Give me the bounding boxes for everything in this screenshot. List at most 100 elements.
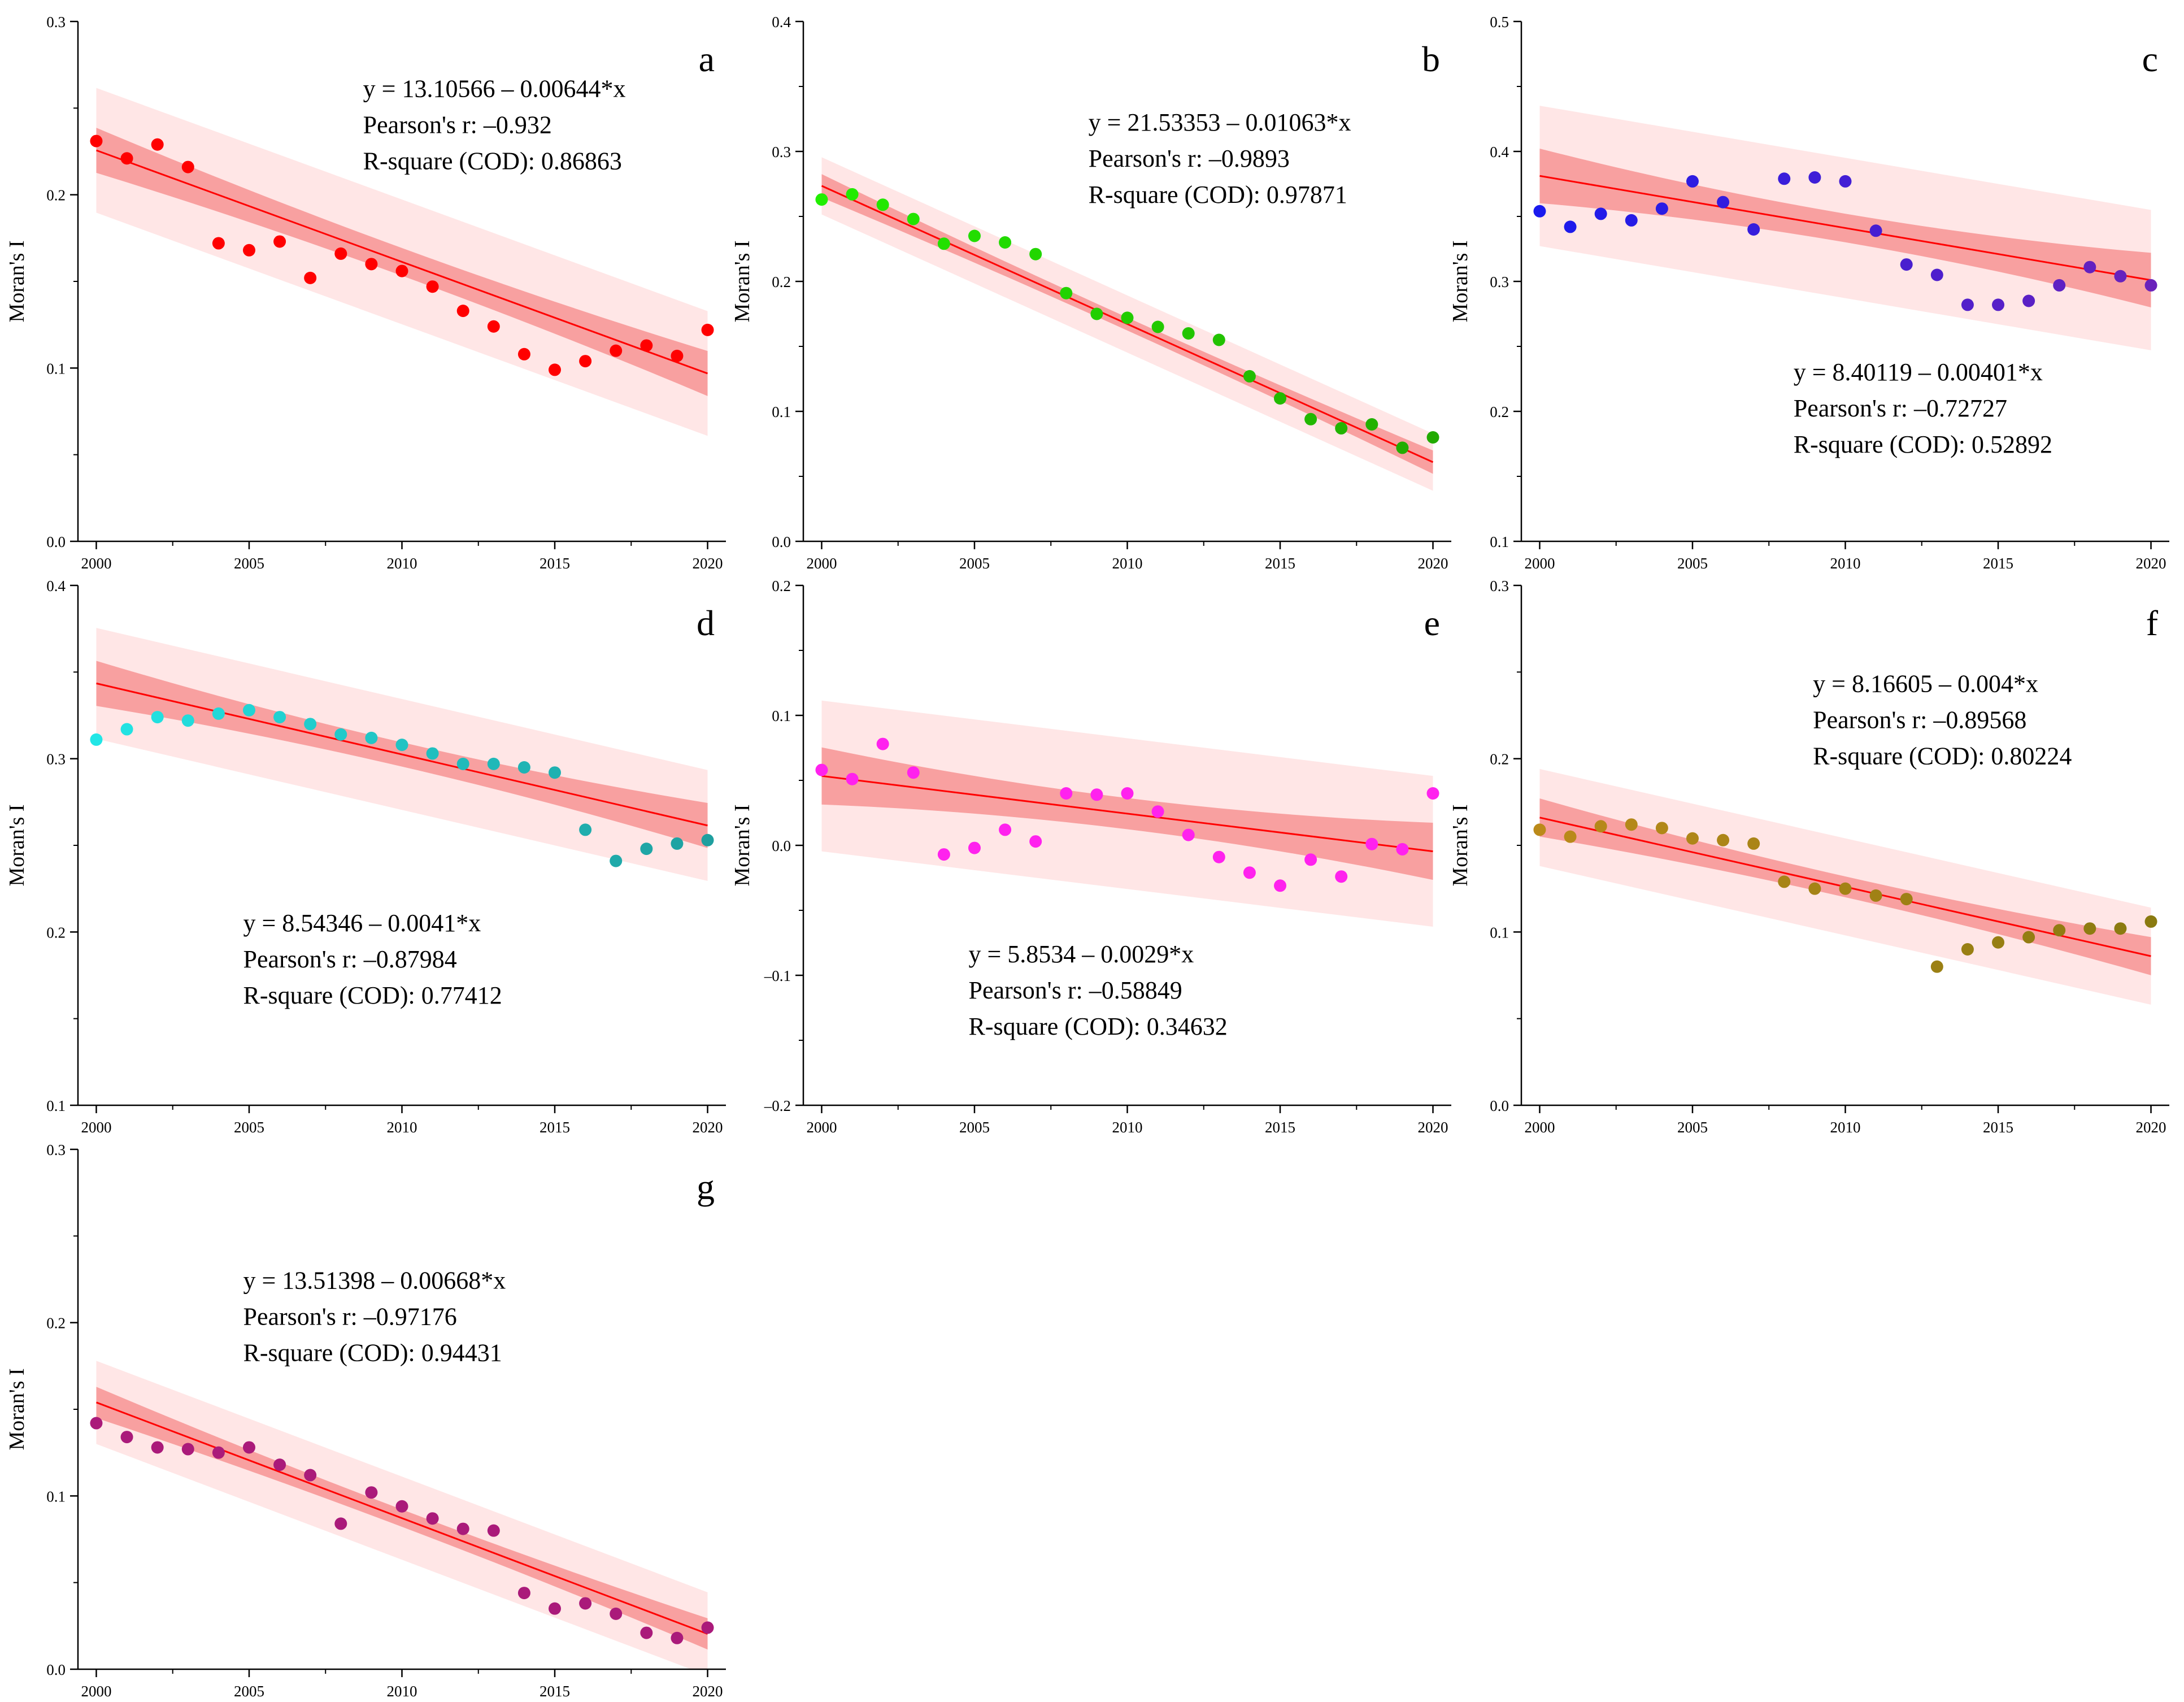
data-point: [1778, 172, 1791, 185]
data-point: [2053, 924, 2066, 937]
data-point: [1121, 311, 1134, 324]
annotation-line: R-square (COD): 0.97871: [1089, 181, 1347, 209]
y-tick-label: 0.1: [1490, 533, 1509, 550]
data-point: [181, 1443, 194, 1456]
data-point: [2144, 915, 2157, 928]
data-point: [1151, 805, 1164, 818]
data-point: [395, 264, 408, 277]
y-tick-label: 0.1: [1490, 924, 1509, 941]
data-point: [1930, 960, 1943, 973]
data-point: [2114, 922, 2127, 935]
data-point: [1090, 307, 1103, 320]
data-point: [456, 305, 469, 318]
panel-c: 0.1 0.2 0.3 0.4 0.5 2000 2005 2010 2015 2020 Moran…: [1448, 14, 2169, 572]
data-point: [1747, 837, 1760, 850]
data-point: [1625, 818, 1638, 831]
annotation-line: R-square (COD): 0.52892: [1794, 431, 2052, 458]
y-tick-label: 0.1: [46, 1488, 66, 1505]
plot-area-a: [90, 88, 714, 436]
panel-letter: f: [2146, 603, 2159, 643]
data-point: [1594, 820, 1607, 833]
data-point: [701, 1621, 714, 1634]
data-point: [212, 707, 225, 720]
data-point: [1717, 196, 1730, 209]
data-point: [1900, 258, 1913, 271]
data-point: [1930, 268, 1943, 281]
data-point: [1594, 207, 1607, 220]
y-tick-label: 0.3: [46, 14, 66, 31]
data-point: [1992, 936, 2005, 949]
data-point: [1243, 370, 1256, 383]
fit-line: [821, 775, 1433, 853]
data-point: [1655, 202, 1668, 215]
data-point: [1243, 866, 1256, 879]
annotation-line: R-square (COD): 0.34632: [968, 1013, 1227, 1040]
y-tick-label: 0.2: [772, 578, 791, 594]
plot-area-f: [1533, 768, 2157, 1005]
y-tick-label: 0.4: [1490, 144, 1509, 160]
plot-area-b: [815, 157, 1439, 491]
data-point: [242, 1441, 255, 1454]
annotation-line: R-square (COD): 0.77412: [243, 982, 502, 1009]
x-tick-label: 2015: [1265, 555, 1295, 572]
data-point: [846, 188, 859, 201]
data-point: [671, 837, 684, 850]
x-tick-label: 2015: [1983, 555, 2013, 572]
x-tick-label: 2020: [693, 1683, 723, 1700]
y-tick-label: 0.5: [1490, 14, 1509, 31]
y-tick-label: 0.3: [1490, 273, 1509, 290]
data-point: [999, 823, 1012, 836]
data-point: [1212, 333, 1225, 346]
data-point: [968, 841, 981, 854]
x-tick-label: 2000: [806, 555, 837, 572]
data-point: [1304, 853, 1317, 866]
x-tick-label: 2000: [1524, 1119, 1555, 1136]
data-point: [242, 244, 255, 257]
y-axis-label: Moran's I: [5, 1368, 29, 1450]
y-tick-label: 0.2: [772, 273, 791, 290]
x-tick-label: 2005: [1677, 555, 1708, 572]
data-point: [1625, 214, 1638, 227]
data-point: [120, 723, 133, 736]
data-point: [549, 363, 562, 376]
data-point: [90, 134, 103, 147]
plot-area-e: [815, 700, 1439, 927]
y-tick-label: 0.3: [46, 1141, 66, 1158]
data-point: [2144, 279, 2157, 292]
data-point: [671, 1631, 684, 1644]
data-point: [456, 1522, 469, 1535]
y-tick-label: 0.2: [46, 187, 66, 204]
y-tick-label: 0.1: [772, 403, 791, 420]
annotation-line: Pearson's r: –0.58849: [968, 976, 1182, 1004]
data-point: [907, 766, 920, 779]
data-point: [1961, 943, 1974, 956]
data-point: [212, 1446, 225, 1459]
data-point: [1717, 833, 1730, 846]
data-point: [549, 766, 562, 779]
data-point: [1182, 828, 1195, 841]
data-point: [1182, 327, 1195, 340]
x-tick-label: 2000: [806, 1119, 837, 1136]
plot-area-c: [1533, 106, 2157, 350]
x-tick-label: 2010: [387, 1119, 417, 1136]
data-point: [151, 711, 164, 724]
x-tick-label: 2005: [234, 1119, 264, 1136]
annotation-line: Pearson's r: –0.9893: [1089, 145, 1290, 172]
y-tick-label: 0.2: [46, 924, 66, 941]
data-point: [579, 355, 592, 368]
x-tick-label: 2010: [1830, 1119, 1861, 1136]
data-point: [304, 1469, 317, 1482]
data-point: [968, 229, 981, 242]
data-point: [395, 1500, 408, 1513]
data-point: [1992, 298, 2005, 311]
x-tick-label: 2005: [959, 1119, 990, 1136]
y-tick-label: 0.0: [46, 533, 66, 550]
data-point: [1090, 788, 1103, 801]
x-tick-label: 2020: [2136, 555, 2166, 572]
y-tick-label: 0.3: [46, 751, 66, 768]
y-axis-label: Moran's I: [730, 240, 754, 322]
annotation-line: Pearson's r: –0.87984: [243, 945, 456, 973]
panel-g: 0.0 0.1 0.2 0.3 2000 2005 2010 2015 2020 Moran's …: [5, 1141, 726, 1700]
data-point: [1029, 835, 1042, 848]
